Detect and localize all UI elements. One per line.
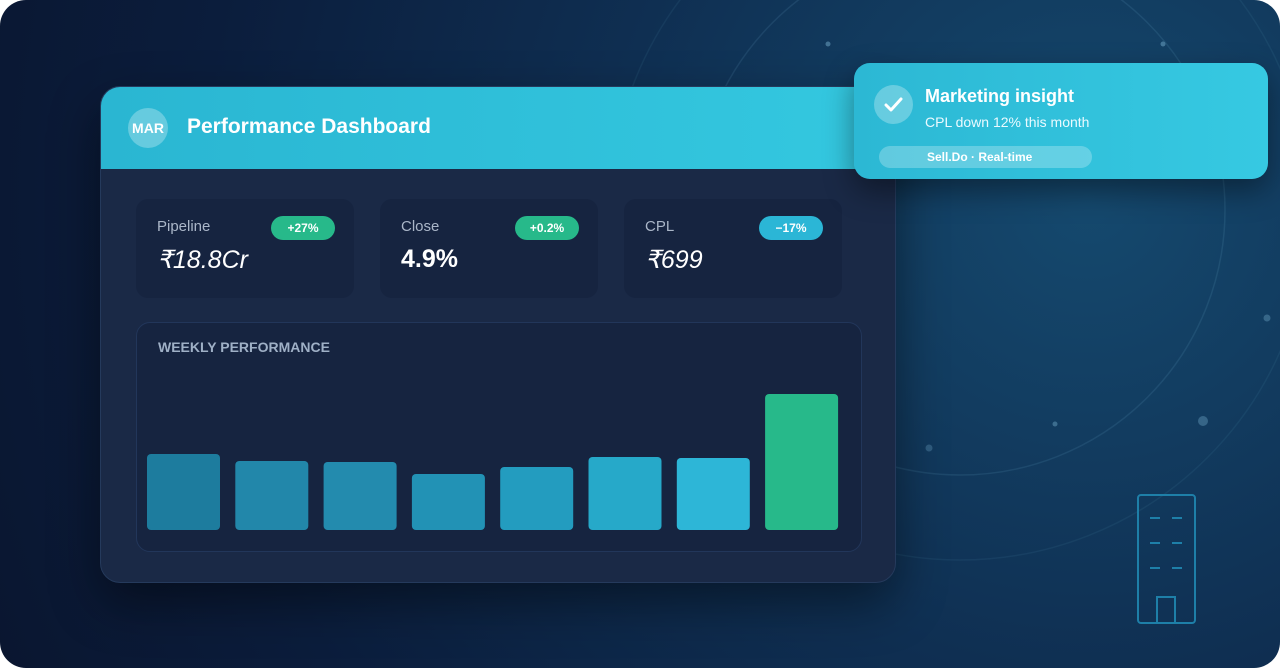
bar [235,461,309,530]
kpi-value: 4.9% [401,245,458,273]
bar [588,457,662,530]
check-icon [874,85,913,124]
kpi-value: ₹699 [645,246,703,274]
check-mark [884,97,903,112]
dashboard-title: Performance Dashboard [187,115,431,138]
kpi-card: Close 4.9% +0.2% [380,199,598,298]
kpi-change: +0.2% [515,216,579,240]
notification-tag: Sell.Do · Real-time [879,146,1092,168]
bar [147,454,220,530]
kpi-label: Pipeline [157,218,211,235]
chart-title: WEEKLY PERFORMANCE [158,339,330,355]
kpi-change: −17% [759,216,823,240]
bar [323,462,397,530]
dashboard-card: MAR Performance Dashboard Pipeline ₹18.8… [100,86,896,583]
bar [676,458,750,530]
notification-message: CPL down 12% this month [925,114,1090,130]
bar [765,394,839,530]
avatar-badge: MAR [128,108,168,148]
notification-title: Marketing insight [925,86,1075,106]
bar [500,467,574,530]
chart [147,394,839,530]
kpi-card: CPL ₹699 −17% [624,199,842,298]
kpi-value: ₹18.8Cr [157,246,248,274]
kpi-change: +27% [271,216,335,240]
kpi-label: Close [401,218,440,235]
kpi-label: CPL [645,218,675,235]
chart-panel: WEEKLY PERFORMANCE [136,322,862,552]
card-header: MAR Performance Dashboard [101,87,895,169]
notification: Marketing insight CPL down 12% this mont… [854,63,1268,179]
bar [411,474,485,530]
kpi-card: Pipeline ₹18.8Cr +27% [136,199,354,298]
